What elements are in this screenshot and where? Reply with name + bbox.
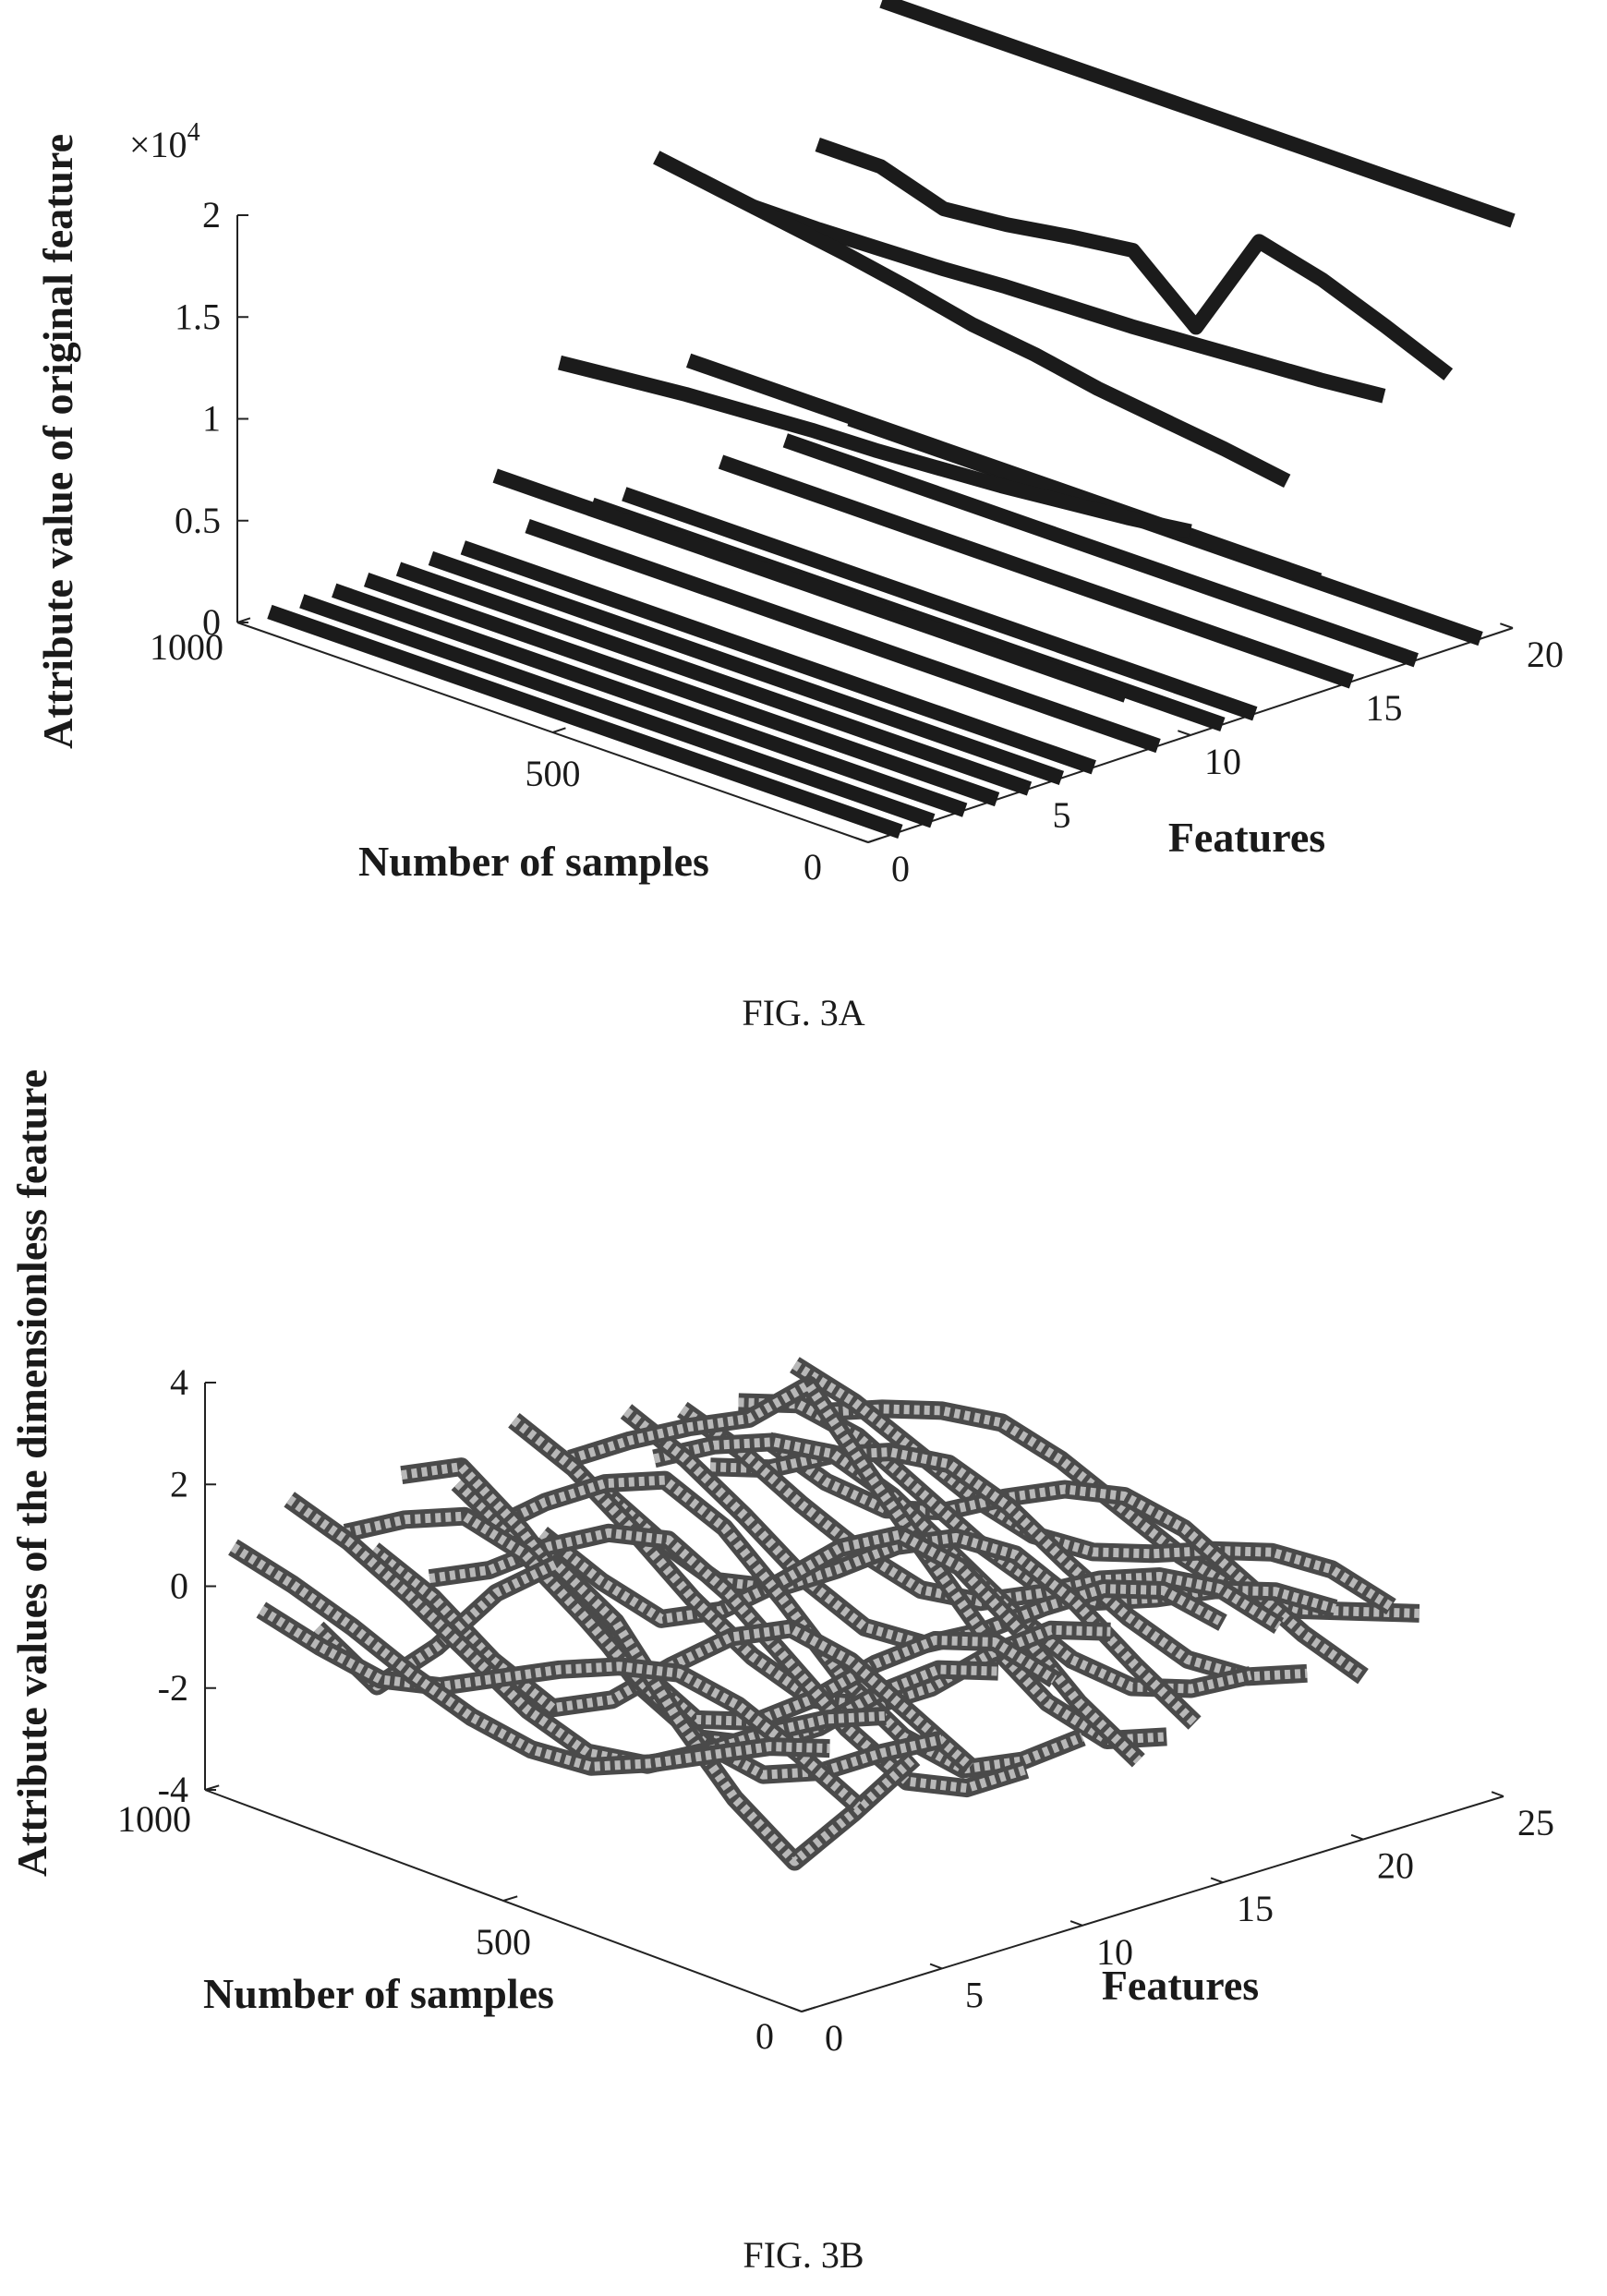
chart-3b-z-label: Attribute values of the dimensionless fe… <box>8 1069 55 1877</box>
chart-b-z-tick-label: 4 <box>170 1361 188 1403</box>
chart-3a-y-label: Features <box>1168 814 1325 861</box>
chart-3a-series <box>267 0 1516 839</box>
chart-a-series-feature-14 <box>685 353 1323 587</box>
chart-a-y-tick-label: 15 <box>1366 687 1403 729</box>
chart-a-z-tick-label: 2 <box>202 194 221 236</box>
chart-b-series-face-10 <box>483 1475 1084 1774</box>
chart-a-series-feature-7 <box>460 540 1096 775</box>
chart-3a-ticks: 0 0.5 1 1.5 2 1000 500 0 0 5 10 15 20 <box>150 194 1564 889</box>
chart-b-y-tick-mark <box>789 2006 803 2012</box>
chart-a-y-tick-label: 0 <box>891 848 910 889</box>
chart-a-z-tick-label: 0 <box>202 601 221 643</box>
chart-a-series-feature-6 <box>428 550 1065 785</box>
chart-a-series-feature-9 <box>525 519 1161 754</box>
chart-a-x-tick-mark <box>552 727 566 733</box>
chart-3a-z-multiplier-base: ×10 <box>129 124 187 165</box>
chart-b-series-face-12 <box>538 1529 1142 1764</box>
chart-a-series-feature-3 <box>332 583 968 817</box>
chart-b-x-tick-mark <box>502 1895 518 1902</box>
chart-b-x-tick-label: 500 <box>476 1921 531 1963</box>
chart-b-y-tick-label: 20 <box>1377 1845 1414 1887</box>
chart-b-series-face-2 <box>259 1605 862 1810</box>
chart-a-series-feature-5 <box>395 562 1033 796</box>
chart-a-series-feature-12 <box>622 487 1258 721</box>
chart-b-x-tick-mark <box>801 2006 816 2012</box>
chart-a-y-tick-label: 20 <box>1527 634 1564 675</box>
chart-b-series-face-14 <box>595 1482 1199 1727</box>
chart-a-x-tick-mark <box>867 837 882 843</box>
chart-b-y-tick-mark <box>929 1963 943 1970</box>
figure-caption-3b: FIG. 3B <box>743 2234 864 2276</box>
chart-b-series-face-13 <box>568 1380 1167 1745</box>
chart-b-series-face-18 <box>710 1447 1308 1682</box>
chart-b-series-face-5 <box>344 1511 944 1780</box>
chart-a-z-tick-label: 1.5 <box>175 296 221 337</box>
chart-b-y-tick-mark <box>1069 1920 1083 1927</box>
chart-a-series-feature-17 <box>782 433 1419 668</box>
chart-a-y-tick-mark <box>855 837 869 843</box>
chart-3a-axes <box>236 215 1514 843</box>
chart-b-series-face-9 <box>454 1480 1057 1726</box>
chart-b-y-tick-mark <box>1210 1877 1224 1884</box>
chart-a-series-feature-16 <box>750 199 1386 404</box>
chart-a-z-tick-label: 1 <box>202 398 221 440</box>
chart-b-z-tick-label: 2 <box>170 1463 188 1504</box>
chart-b-z-tick-label: -4 <box>158 1769 188 1810</box>
chart-3b-ticks: -4 -2 0 2 4 1000 500 0 0 5 10 15 20 25 <box>117 1361 1554 2059</box>
chart-a-y-tick-mark <box>1500 622 1514 629</box>
chart-b-y-tick-label: 0 <box>825 2017 843 2059</box>
chart-a-series-feature-1 <box>267 604 903 839</box>
chart-b-series-face-1 <box>230 1542 830 1771</box>
chart-b-series-face-3 <box>286 1495 887 1770</box>
chart-3a-z-label: Attribute value of original feature <box>34 134 81 749</box>
chart-3a-z-multiplier: ×104 <box>129 118 200 165</box>
chart-3b-x-label: Number of samples <box>203 1970 554 2017</box>
chart-a-series-feature-2 <box>299 594 936 828</box>
chart-3b: -4 -2 0 2 4 1000 500 0 0 5 10 15 20 25 Attribute valu… <box>8 1069 1554 2059</box>
chart-a-x-tick-mark <box>236 617 251 623</box>
chart-b-y-tick-mark <box>1491 1791 1504 1797</box>
chart-b-y-tick-mark <box>1350 1833 1364 1841</box>
chart-b-y-tick-label: 10 <box>1096 1931 1133 1973</box>
chart-3b-y-label: Features <box>1102 1962 1259 2009</box>
chart-3a-x-label: Number of samples <box>358 838 709 885</box>
chart-b-z-tick-label: -2 <box>158 1667 188 1709</box>
chart-a-series-feature-4 <box>363 573 1000 807</box>
chart-b-y-tick-label: 15 <box>1237 1888 1274 1929</box>
chart-a-series-feature-18 <box>815 137 1454 381</box>
chart-b-series-feature-4 <box>310 1554 921 1871</box>
chart-b-z-tick-label: 0 <box>170 1565 188 1607</box>
chart-b-y-tick-label: 25 <box>1517 1802 1554 1843</box>
chart-a-series-feature-8 <box>492 468 1129 703</box>
chart-a-series-feature-15 <box>718 454 1355 689</box>
chart-a-x-tick-label: 500 <box>526 753 581 794</box>
chart-b-series-face-21 <box>791 1360 1395 1611</box>
chart-a-x-tick-label: 1000 <box>150 626 224 668</box>
chart-b-x-tick-mark <box>204 1784 220 1791</box>
chart-3b-y-axis <box>801 1795 1504 2012</box>
chart-b-y-tick-label: 5 <box>965 1974 984 2015</box>
chart-a-y-tick-mark <box>1178 730 1191 736</box>
chart-b-x-tick-label: 0 <box>755 2015 774 2057</box>
chart-a-x-tick-label: 0 <box>804 846 822 888</box>
chart-a-series-feature-20 <box>879 0 1516 228</box>
chart-a-z-tick-label: 0.5 <box>175 500 221 541</box>
chart-a-series-feature-13 <box>653 151 1291 489</box>
chart-a-series-feature-10 <box>558 355 1192 539</box>
chart-b-series-face-22 <box>822 1404 1420 1618</box>
chart-3a: 0 0.5 1 1.5 2 1000 500 0 0 5 10 15 20 ×104 Attribute… <box>34 0 1564 889</box>
chart-a-y-tick-label: 10 <box>1204 741 1241 782</box>
chart-3b-series <box>228 1357 1420 1871</box>
chart-b-series-face-15 <box>622 1408 1226 1649</box>
chart-a-y-tick-label: 5 <box>1053 794 1071 836</box>
chart-3a-z-multiplier-exp: 4 <box>187 118 200 147</box>
chart-b-x-tick-label: 1000 <box>117 1798 191 1840</box>
figure-caption-3a: FIG. 3A <box>742 992 864 1033</box>
